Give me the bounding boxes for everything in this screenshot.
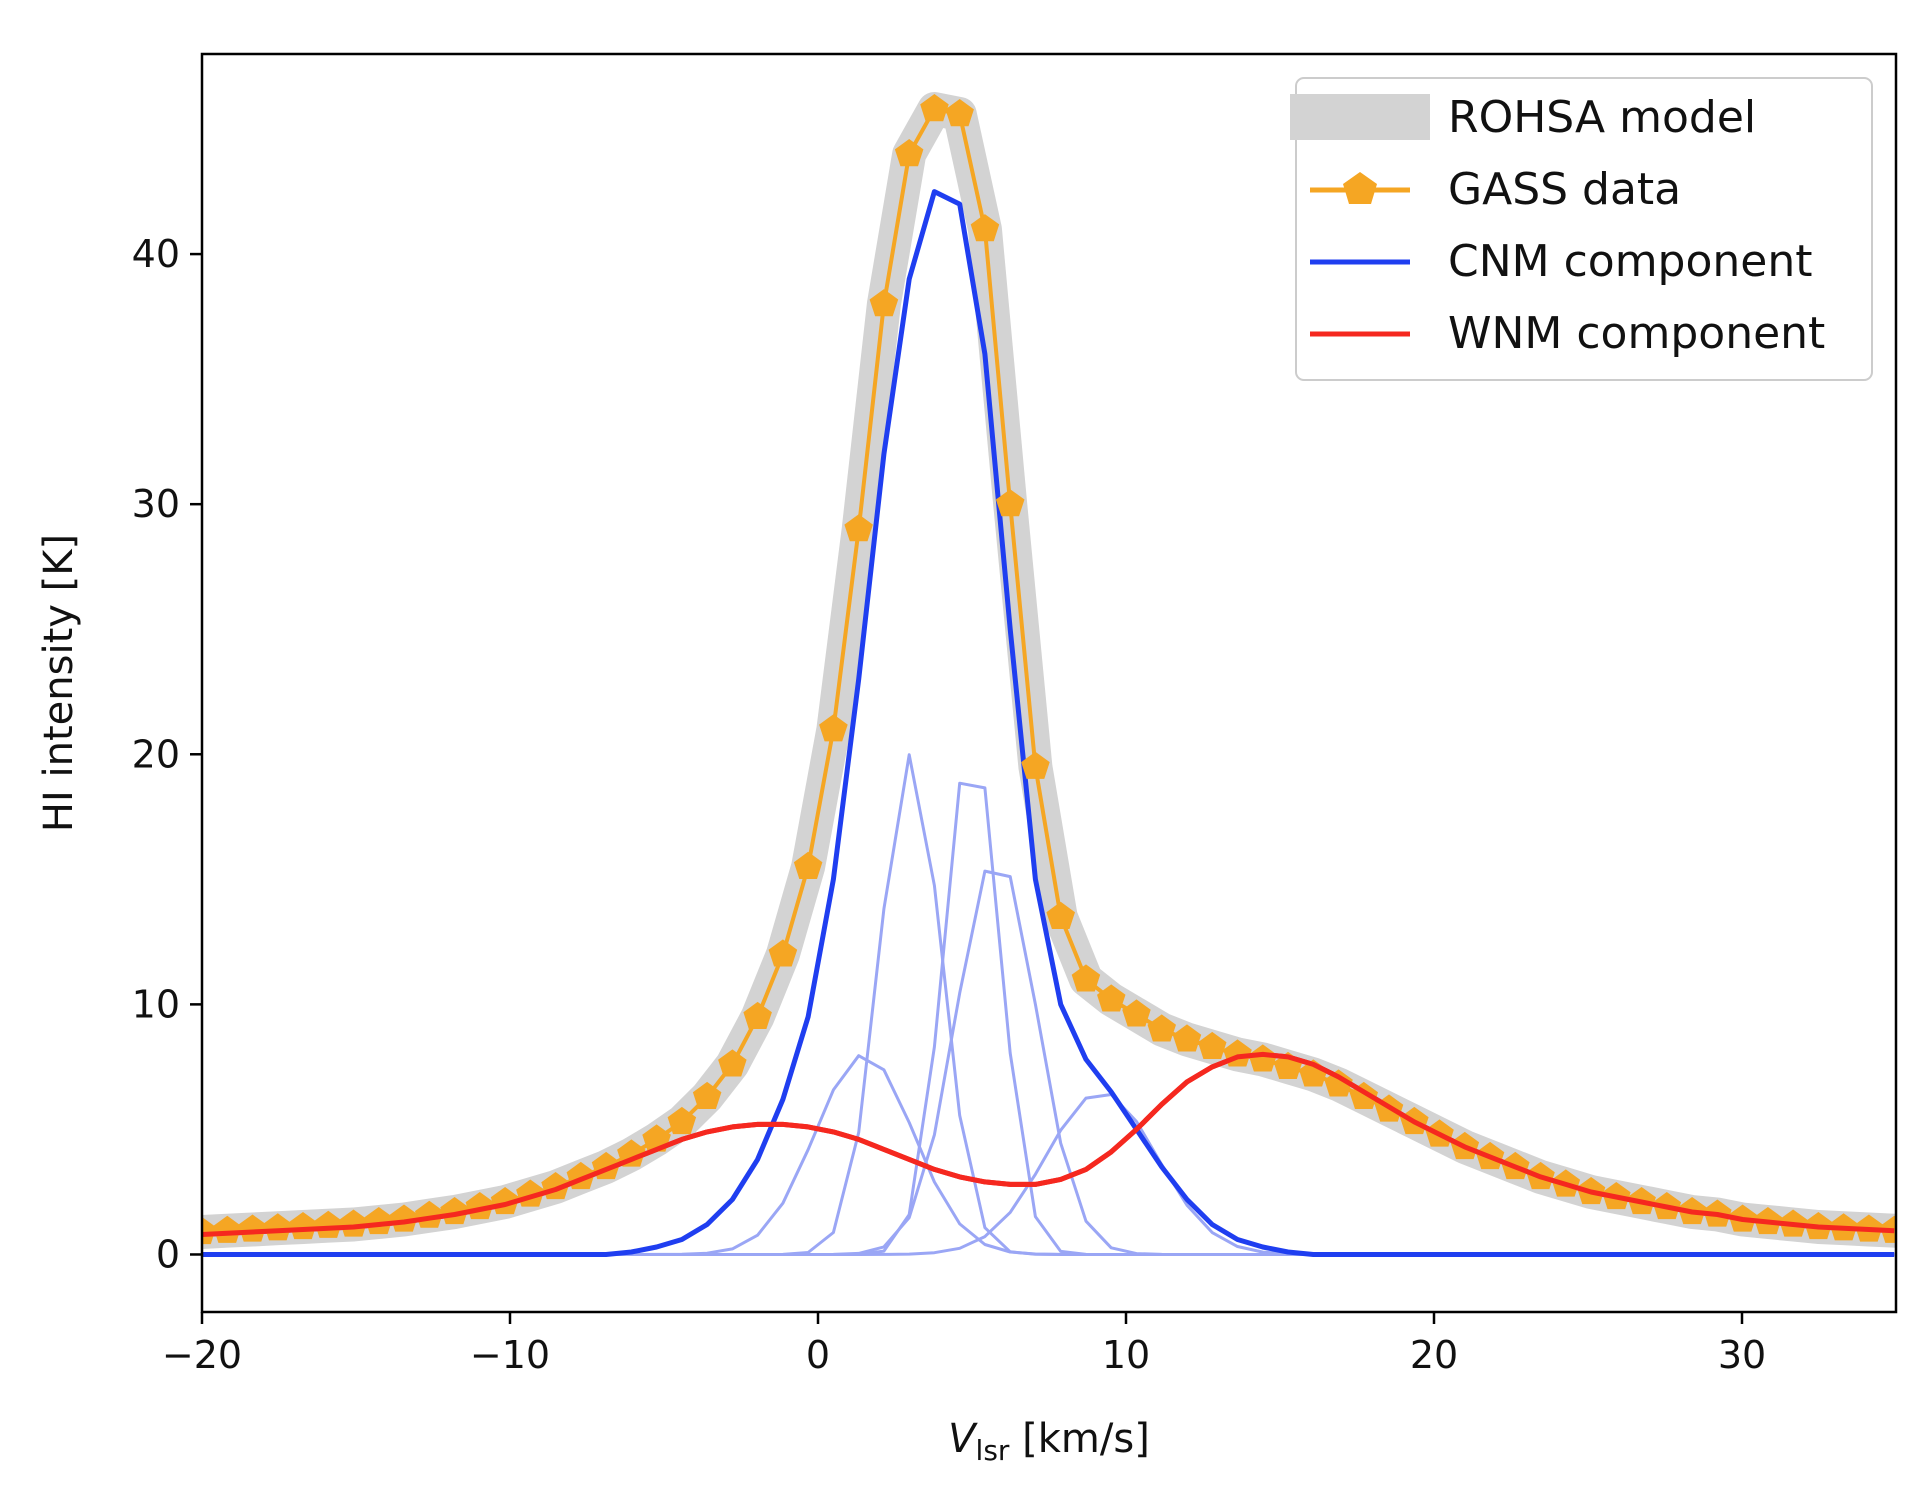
gass-data-point — [768, 939, 798, 967]
legend-box — [1295, 77, 1873, 381]
gass-data-point — [945, 99, 974, 127]
y-tick-label: 10 — [132, 982, 180, 1026]
x-axis-label-subscript: lsr — [976, 1434, 1010, 1467]
gass-data-point — [1097, 984, 1126, 1012]
legend-swatch-gass-marker — [1343, 172, 1377, 204]
legend-label-wnm: WNM component — [1448, 308, 1825, 359]
y-tick-label: 40 — [132, 232, 180, 276]
x-axis-label-symbol: V — [948, 1416, 978, 1462]
gass-data-point — [202, 1217, 217, 1245]
gass-data-point — [920, 94, 949, 122]
legend: ROHSA model GASS data CNM component WNM … — [1290, 77, 1873, 381]
gass-data-point — [844, 514, 873, 542]
gass-data-point — [314, 1210, 343, 1238]
gass-data-point — [1021, 751, 1050, 779]
y-tick-label: 30 — [132, 482, 180, 526]
legend-label-rohsa: ROHSA model — [1448, 92, 1756, 143]
series-cnm-component — [202, 189, 1895, 1257]
gass-data-point — [1122, 999, 1151, 1027]
gass-data-point — [1198, 1031, 1227, 1059]
gass-data-point — [743, 1001, 772, 1029]
x-tick-label: 10 — [1102, 1333, 1150, 1377]
gass-data-point — [1071, 964, 1101, 992]
x-axis-label: Vlsr [km/s] — [948, 1416, 1150, 1467]
gass-data-point — [819, 714, 848, 742]
axes-frame — [200, 52, 1898, 1314]
x-tick-label: −20 — [162, 1333, 242, 1377]
legend-swatch-rohsa — [1290, 94, 1430, 140]
gass-data-point — [1147, 1014, 1176, 1042]
axis-ticks: −20 −10 0 10 20 30 0 10 20 30 40 — [132, 232, 1767, 1377]
gass-data-point — [667, 1106, 697, 1135]
y-axis-label: HI intensity [K] — [36, 534, 82, 832]
gass-data-point — [692, 1081, 722, 1109]
gass-data-point — [894, 139, 924, 167]
gass-data-point — [718, 1049, 747, 1077]
x-tick-label: 0 — [806, 1333, 830, 1377]
x-axis-label-unit: [km/s] — [1009, 1416, 1149, 1462]
gass-data-point — [1046, 901, 1075, 929]
gass-data-point — [1172, 1024, 1202, 1052]
x-tick-label: 20 — [1410, 1333, 1458, 1377]
gass-data-point — [263, 1213, 292, 1241]
plot-area — [202, 92, 1896, 1257]
gass-data-point — [213, 1215, 242, 1243]
series-wnm-component-overlay — [202, 1051, 1895, 1237]
gass-data-point — [869, 289, 899, 317]
gass-data-point — [793, 851, 823, 879]
y-tick-label: 20 — [132, 732, 180, 776]
gass-data-point — [1248, 1044, 1277, 1072]
x-tick-label: −10 — [470, 1333, 550, 1377]
y-tick-label: 0 — [156, 1232, 180, 1276]
legend-label-gass: GASS data — [1448, 164, 1681, 215]
x-tick-label: 30 — [1718, 1333, 1766, 1377]
gass-data-point — [970, 214, 1000, 242]
gass-data-point — [995, 489, 1025, 517]
legend-label-cnm: CNM component — [1448, 236, 1813, 287]
